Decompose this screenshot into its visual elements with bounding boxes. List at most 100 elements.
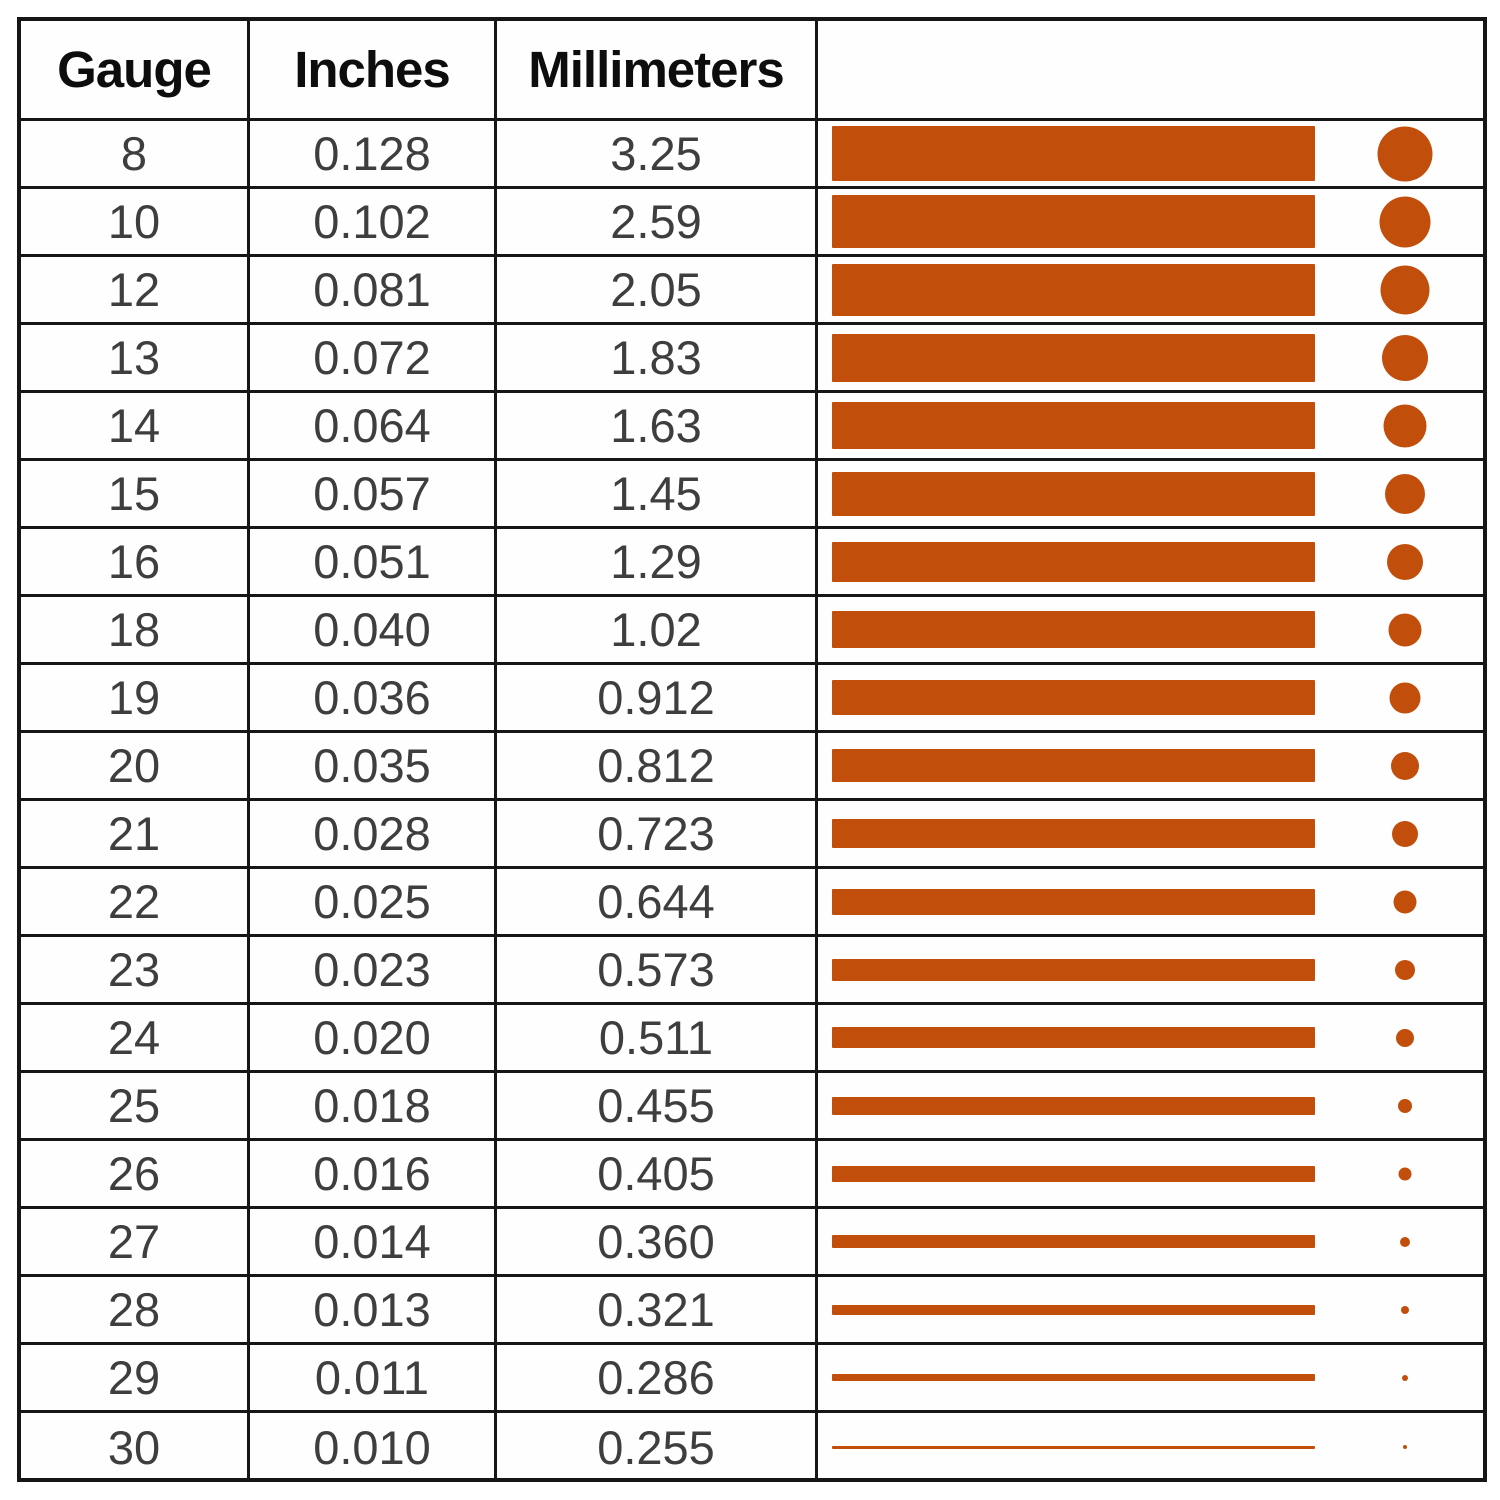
millimeters-cell: 0.455: [497, 1073, 818, 1138]
inches-cell: 0.014: [250, 1209, 497, 1274]
wire-visual-cell: [818, 1345, 1483, 1410]
table-row: 21 0.028 0.723: [21, 801, 1483, 869]
header-visual: [818, 21, 1483, 118]
wire-visual-cell: [818, 733, 1483, 798]
gauge-cell: 8: [21, 121, 250, 186]
header-gauge: Gauge: [21, 21, 250, 118]
gauge-cell: 22: [21, 869, 250, 934]
wire-thickness-bar: [832, 680, 1315, 715]
gauge-cell: 19: [21, 665, 250, 730]
table-row: 19 0.036 0.912: [21, 665, 1483, 733]
wire-diameter-dot: [1400, 1236, 1410, 1247]
wire-thickness-bar: [832, 1445, 1315, 1449]
gauge-cell: 20: [21, 733, 250, 798]
inches-cell: 0.018: [250, 1073, 497, 1138]
wire-diameter-dot: [1391, 751, 1419, 780]
gauge-cell: 25: [21, 1073, 250, 1138]
header-inches: Inches: [250, 21, 497, 118]
wire-thickness-bar: [832, 263, 1315, 316]
wire-visual-cell: [818, 1141, 1483, 1206]
wire-diameter-dot: [1398, 1167, 1412, 1180]
wire-visual-cell: [818, 257, 1483, 322]
table-header-row: Gauge Inches Millimeters: [21, 21, 1483, 121]
wire-diameter-dot: [1393, 890, 1417, 913]
millimeters-cell: 0.644: [497, 869, 818, 934]
millimeters-cell: 0.360: [497, 1209, 818, 1274]
millimeters-cell: 0.511: [497, 1005, 818, 1070]
millimeters-cell: 0.912: [497, 665, 818, 730]
wire-diameter-dot: [1380, 265, 1430, 314]
millimeters-cell: 0.573: [497, 937, 818, 1002]
millimeters-cell: 0.812: [497, 733, 818, 798]
wire-diameter-dot: [1395, 959, 1415, 980]
inches-cell: 0.020: [250, 1005, 497, 1070]
millimeters-cell: 0.255: [497, 1413, 818, 1481]
inches-cell: 0.035: [250, 733, 497, 798]
wire-visual-cell: [818, 1005, 1483, 1070]
table-row: 28 0.013 0.321: [21, 1277, 1483, 1345]
millimeters-cell: 2.59: [497, 189, 818, 254]
gauge-cell: 21: [21, 801, 250, 866]
wire-visual-cell: [818, 393, 1483, 458]
table-row: 25 0.018 0.455: [21, 1073, 1483, 1141]
inches-cell: 0.051: [250, 529, 497, 594]
wire-diameter-dot: [1398, 1098, 1412, 1113]
wire-gauge-table: Gauge Inches Millimeters 8 0.128 3.25 10 0.1…: [17, 17, 1487, 1482]
wire-visual-cell: [818, 325, 1483, 390]
wire-visual-cell: [818, 1073, 1483, 1138]
millimeters-cell: 1.45: [497, 461, 818, 526]
table-row: 23 0.023 0.573: [21, 937, 1483, 1005]
inches-cell: 0.023: [250, 937, 497, 1002]
gauge-cell: 28: [21, 1277, 250, 1342]
inches-cell: 0.072: [250, 325, 497, 390]
wire-thickness-bar: [832, 819, 1315, 848]
table-row: 26 0.016 0.405: [21, 1141, 1483, 1209]
wire-visual-cell: [818, 529, 1483, 594]
inches-cell: 0.102: [250, 189, 497, 254]
millimeters-cell: 2.05: [497, 257, 818, 322]
wire-thickness-bar: [832, 541, 1315, 582]
table-row: 29 0.011 0.286: [21, 1345, 1483, 1413]
wire-thickness-bar: [832, 1235, 1315, 1248]
gauge-cell: 16: [21, 529, 250, 594]
inches-cell: 0.057: [250, 461, 497, 526]
millimeters-cell: 0.723: [497, 801, 818, 866]
wire-thickness-bar: [832, 1096, 1315, 1115]
millimeters-cell: 0.405: [497, 1141, 818, 1206]
gauge-cell: 29: [21, 1345, 250, 1410]
gauge-cell: 27: [21, 1209, 250, 1274]
inches-cell: 0.025: [250, 869, 497, 934]
gauge-cell: 24: [21, 1005, 250, 1070]
table-row: 14 0.064 1.63: [21, 393, 1483, 461]
wire-thickness-bar: [832, 471, 1315, 516]
gauge-cell: 23: [21, 937, 250, 1002]
wire-diameter-dot: [1396, 1028, 1414, 1047]
wire-diameter-dot: [1385, 473, 1425, 514]
inches-cell: 0.040: [250, 597, 497, 662]
inches-cell: 0.028: [250, 801, 497, 866]
gauge-cell: 10: [21, 189, 250, 254]
inches-cell: 0.081: [250, 257, 497, 322]
millimeters-cell: 1.63: [497, 393, 818, 458]
wire-thickness-bar: [832, 888, 1315, 915]
wire-diameter-dot: [1402, 1374, 1408, 1381]
table-row: 20 0.035 0.812: [21, 733, 1483, 801]
wire-diameter-dot: [1389, 682, 1421, 713]
inches-cell: 0.128: [250, 121, 497, 186]
gauge-cell: 18: [21, 597, 250, 662]
wire-visual-cell: [818, 869, 1483, 934]
millimeters-cell: 1.29: [497, 529, 818, 594]
wire-thickness-bar: [832, 1304, 1315, 1315]
table-row: 16 0.051 1.29: [21, 529, 1483, 597]
millimeters-cell: 3.25: [497, 121, 818, 186]
wire-diameter-dot: [1379, 196, 1431, 247]
wire-thickness-bar: [832, 1165, 1315, 1182]
table-row: 24 0.020 0.511: [21, 1005, 1483, 1073]
wire-diameter-dot: [1392, 820, 1418, 847]
wire-visual-cell: [818, 461, 1483, 526]
table-row: 15 0.057 1.45: [21, 461, 1483, 529]
wire-visual-cell: [818, 189, 1483, 254]
millimeters-cell: 0.321: [497, 1277, 818, 1342]
wire-thickness-bar: [832, 333, 1315, 382]
table-row: 13 0.072 1.83: [21, 325, 1483, 393]
